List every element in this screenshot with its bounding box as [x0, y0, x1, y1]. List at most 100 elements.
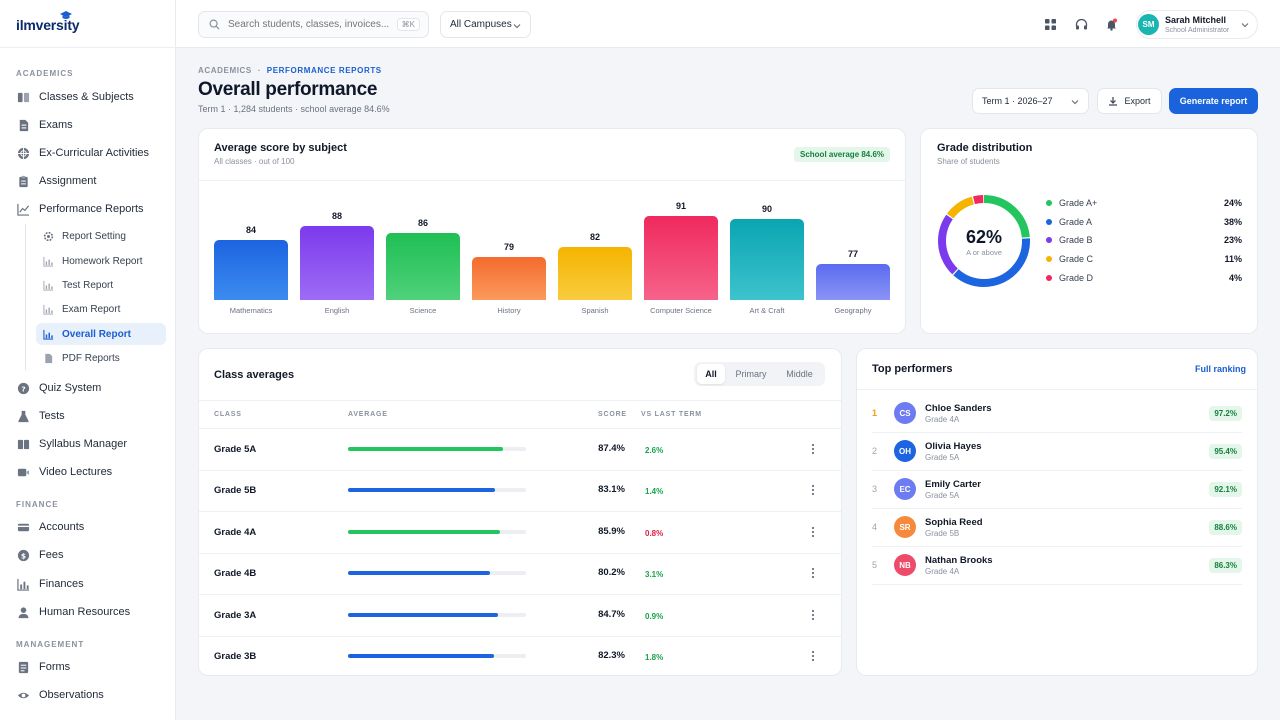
logo[interactable]: ilmversity: [16, 11, 80, 36]
row-divider: [872, 470, 1242, 471]
submenu-homework-report[interactable]: Homework Report: [36, 250, 166, 272]
table-row[interactable]: Grade 5B 83.1% 1.4%: [214, 470, 826, 511]
legend-label: Grade A+: [1059, 198, 1098, 208]
sidebar-item-tests[interactable]: Tests: [16, 405, 166, 427]
full-ranking-link[interactable]: Full ranking: [1195, 364, 1247, 374]
bar-english: [300, 226, 374, 300]
performer-score: 92.1%: [1209, 482, 1242, 497]
more-options-icon[interactable]: [808, 442, 818, 456]
list-item[interactable]: 2 OH Olivia Hayes Grade 5A 95.4%: [872, 433, 1242, 471]
chevron-down-icon: [1071, 100, 1079, 105]
avatar: NB: [894, 554, 916, 576]
list-item[interactable]: 4 SR Sophia Reed Grade 5B 88.6%: [872, 509, 1242, 547]
search-box[interactable]: ⌘K: [198, 11, 429, 38]
sidebar-divider: [0, 47, 176, 48]
user-role: School Administrator: [1165, 27, 1230, 34]
sidebar-item-assignment[interactable]: Assignment: [16, 170, 166, 192]
sidebar-item-fees[interactable]: $ Fees: [16, 544, 166, 566]
sidebar-item-label: Assignment: [39, 175, 97, 187]
table-row[interactable]: Grade 4B 80.2% 3.1%: [214, 553, 826, 594]
submenu-pdf-reports[interactable]: PDF Reports: [36, 347, 166, 369]
submenu-exam-report[interactable]: Exam Report: [36, 298, 166, 320]
delta-value: 1.4%: [645, 487, 664, 497]
sidebar-item-forms[interactable]: Forms: [16, 656, 166, 678]
apps-button[interactable]: [1042, 16, 1058, 32]
breadcrumb-root[interactable]: ACADEMICS: [198, 66, 252, 75]
tab-all[interactable]: All: [697, 364, 725, 384]
performer-grade: Grade 5A: [925, 453, 960, 462]
document-icon: [16, 118, 30, 132]
breadcrumb-current: PERFORMANCE REPORTS: [266, 66, 382, 75]
submenu-overall-report[interactable]: Overall Report: [36, 323, 166, 345]
sidebar-item-video-lectures[interactable]: Video Lectures: [16, 461, 166, 483]
class-score: 82.3%: [598, 650, 625, 661]
sidebar-item-label: Forms: [39, 661, 71, 673]
class-name: Grade 3A: [214, 609, 257, 621]
bar-chart-icon: [16, 577, 30, 591]
more-options-icon[interactable]: [808, 649, 818, 663]
notifications-button[interactable]: [1103, 16, 1119, 32]
table-row[interactable]: Grade 3B 82.3% 1.8%: [214, 636, 826, 677]
delta-value: 1.8%: [645, 653, 664, 662]
term-select[interactable]: Term 1 · 2026–27: [972, 88, 1089, 114]
search-input[interactable]: [228, 19, 398, 30]
table-row[interactable]: Grade 3A 84.7% 0.9%: [214, 595, 826, 636]
more-options-icon[interactable]: [808, 525, 818, 539]
column-header-average: AVERAGE: [348, 411, 388, 418]
sidebar-item-performance-reports[interactable]: Performance Reports: [16, 198, 166, 220]
sidebar-item-classes-subjects[interactable]: Classes & Subjects: [16, 86, 166, 108]
submenu-label: Exam Report: [62, 303, 121, 315]
class-name: Grade 4B: [214, 568, 257, 580]
average-progress-fill: [348, 571, 490, 576]
class-score: 80.2%: [598, 567, 625, 579]
table-row[interactable]: Grade 5A 87.4% 2.6%: [214, 429, 826, 470]
list-item[interactable]: 5 NB Nathan Brooks Grade 4A 86.3%: [872, 547, 1242, 585]
list-item[interactable]: 3 EC Emily Carter Grade 5A 92.1%: [872, 471, 1242, 509]
bar-chart-icon: [43, 256, 54, 267]
submenu-label: Homework Report: [62, 255, 143, 267]
class-score: 83.1%: [598, 484, 625, 496]
sidebar-item-quiz-system[interactable]: ? Quiz System: [16, 377, 166, 399]
average-progress-bar: [348, 571, 526, 576]
campus-select[interactable]: All Campuses: [440, 11, 531, 38]
row-divider: [872, 508, 1242, 509]
sidebar-item-ex-curricular[interactable]: Ex-Curricular Activities: [16, 142, 166, 164]
video-icon: [16, 465, 30, 479]
grade-card-title: Grade distribution: [937, 142, 1033, 154]
bar-category-label: English: [324, 306, 350, 315]
tab-primary[interactable]: Primary: [735, 369, 767, 379]
delta-value: 3.1%: [645, 570, 664, 580]
sidebar-item-exams[interactable]: Exams: [16, 114, 166, 136]
user-profile-menu[interactable]: SM Sarah Mitchell School Administrator: [1136, 10, 1258, 39]
more-options-icon[interactable]: [808, 483, 818, 497]
breadcrumb-separator: ·: [257, 66, 261, 75]
sidebar-item-human-resources[interactable]: Human Resources: [16, 601, 166, 623]
submenu-report-setting[interactable]: Report Setting: [36, 225, 166, 247]
support-button[interactable]: [1073, 16, 1089, 32]
avatar: CS: [894, 402, 916, 424]
performer-grade: Grade 5A: [925, 491, 960, 500]
bar-value-label: 88: [331, 211, 342, 222]
list-item[interactable]: 1 CS Chloe Sanders Grade 4A 97.2%: [872, 395, 1242, 433]
sidebar-item-label: Tests: [39, 410, 65, 422]
sidebar-item-finances[interactable]: Finances: [16, 573, 166, 595]
sidebar-item-observations[interactable]: Observations: [16, 684, 166, 706]
sidebar-item-label: Syllabus Manager: [39, 438, 128, 450]
table-row[interactable]: Grade 4A 85.9% 0.8%: [214, 512, 826, 553]
export-button[interactable]: Export: [1097, 88, 1162, 114]
generate-report-button[interactable]: Generate report: [1169, 88, 1258, 114]
class-name: Grade 3B: [214, 651, 257, 662]
sidebar-item-label: Ex-Curricular Activities: [39, 147, 150, 159]
column-header-vs-last-term: VS LAST TERM: [641, 411, 702, 418]
more-options-icon[interactable]: [808, 566, 818, 580]
sidebar-item-accounts[interactable]: Accounts: [16, 516, 166, 538]
submenu-test-report[interactable]: Test Report: [36, 274, 166, 296]
legend-dot: [1046, 200, 1052, 206]
pdf-icon: [43, 353, 54, 364]
tab-middle[interactable]: Middle: [786, 369, 813, 379]
performer-name: Olivia Hayes: [925, 441, 982, 452]
more-options-icon[interactable]: [808, 608, 818, 622]
section-label-management: MANAGEMENT: [16, 640, 85, 649]
sidebar-item-label: Fees: [39, 549, 64, 561]
sidebar-item-syllabus-manager[interactable]: Syllabus Manager: [16, 433, 166, 455]
